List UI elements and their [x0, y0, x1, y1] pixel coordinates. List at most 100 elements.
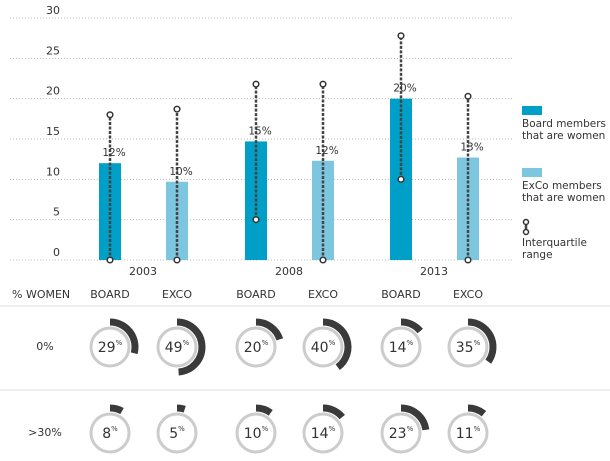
gauge-label: 20%	[244, 339, 269, 356]
gauge-number: 5	[169, 426, 178, 442]
row-label: 0%	[36, 340, 53, 353]
value-label: 13%	[460, 142, 483, 154]
y-tick-label: 15	[46, 125, 60, 138]
gauge-label: 5%	[169, 425, 185, 442]
gauge-unit: %	[329, 425, 336, 433]
iqr-end	[252, 80, 260, 88]
gauge-number: 20	[244, 340, 262, 356]
gauge-ring	[89, 326, 131, 368]
gauge-number: 29	[98, 340, 116, 356]
gauge-ring	[380, 412, 422, 454]
gauge-arc	[400, 404, 430, 431]
gauge-arc	[255, 318, 284, 341]
column-header: BOARD	[90, 288, 129, 301]
gauge-ring	[447, 412, 489, 454]
gauge-unit: %	[183, 339, 190, 347]
value-label: 10%	[169, 166, 192, 178]
gauge-arc	[176, 318, 206, 376]
gauge-unit: %	[474, 425, 481, 433]
gauge-ring	[89, 412, 131, 454]
gauge-number: 10	[244, 426, 262, 442]
y-tick-label: 30	[46, 4, 60, 17]
gauge-label: 11%	[456, 425, 481, 442]
gauge-unit: %	[111, 425, 118, 433]
value-label: 20%	[393, 83, 416, 95]
gauge-label: 23%	[389, 425, 414, 442]
iqr-end	[252, 216, 260, 224]
row-label: >30%	[28, 426, 62, 439]
legend-swatch	[522, 168, 542, 177]
iqr-end	[319, 80, 327, 88]
gauge-arc	[322, 404, 345, 420]
gauge-number: 40	[311, 340, 329, 356]
gauge-unit: %	[262, 339, 269, 347]
column-header: EXCO	[453, 288, 483, 301]
y-tick-label: 10	[46, 165, 60, 178]
gauge-label: 40%	[311, 339, 336, 356]
iqr-end	[397, 175, 405, 183]
gauge-ring	[156, 412, 198, 454]
gauge-ring	[302, 412, 344, 454]
legend-label: Interquartile range	[522, 237, 587, 261]
gauge-number: 49	[165, 340, 183, 356]
gauge-number: 11	[456, 426, 474, 442]
gauge-unit: %	[407, 425, 414, 433]
gauge-ring	[156, 326, 198, 368]
gauge-arc	[322, 318, 352, 371]
gauge-arc	[176, 404, 186, 413]
iqr-end	[464, 92, 472, 100]
gauge-arc	[109, 404, 124, 415]
value-label: 12%	[102, 147, 125, 159]
gauge-label: 14%	[389, 339, 414, 356]
gauge-label: 8%	[102, 425, 118, 442]
gauge-ring	[235, 326, 277, 368]
gauge-unit: %	[178, 425, 185, 433]
legend-iqr	[522, 218, 530, 226]
y-tick-label: 25	[46, 44, 60, 57]
gauge-number: 8	[102, 426, 111, 442]
value-label: 15%	[248, 125, 271, 137]
y-tick-label: 0	[53, 246, 60, 259]
gauge-label: 35%	[456, 339, 481, 356]
iqr-end	[173, 105, 181, 113]
column-header: BOARD	[236, 288, 275, 301]
gauge-arc	[109, 318, 139, 355]
value-label: 12%	[315, 145, 338, 157]
gauge-label: 29%	[98, 339, 123, 356]
column-header: EXCO	[308, 288, 338, 301]
y-tick-label: 5	[53, 206, 60, 219]
gauge-number: 35	[456, 340, 474, 356]
gauge-number: 14	[389, 340, 407, 356]
gauge-ring	[380, 326, 422, 368]
gauge-unit: %	[329, 339, 336, 347]
iqr-end	[106, 256, 114, 264]
x-tick-label: 2008	[275, 265, 303, 278]
gauge-label: 14%	[311, 425, 336, 442]
gauge-number: 23	[389, 426, 407, 442]
legend-swatch	[522, 106, 542, 115]
gauge-label: 10%	[244, 425, 269, 442]
iqr-end	[319, 256, 327, 264]
column-header: BOARD	[381, 288, 420, 301]
gauge-unit: %	[474, 339, 481, 347]
y-tick-label: 20	[46, 85, 60, 98]
column-header: EXCO	[162, 288, 192, 301]
gauge-label: 49%	[165, 339, 190, 356]
gauge-unit: %	[262, 425, 269, 433]
gauge-unit: %	[407, 339, 414, 347]
legend-label: Board members that are women	[522, 118, 607, 142]
iqr-end	[397, 32, 405, 40]
gauge-number: 14	[311, 426, 329, 442]
iqr-end	[464, 256, 472, 264]
x-tick-label: 2003	[129, 265, 157, 278]
legend-iqr	[522, 228, 530, 236]
gauge-arc	[467, 318, 497, 364]
gauge-ring	[447, 326, 489, 368]
gauge-arc	[467, 404, 487, 417]
x-tick-label: 2013	[420, 265, 448, 278]
gauge-unit: %	[116, 339, 123, 347]
bar	[99, 163, 121, 260]
bar	[166, 181, 188, 260]
